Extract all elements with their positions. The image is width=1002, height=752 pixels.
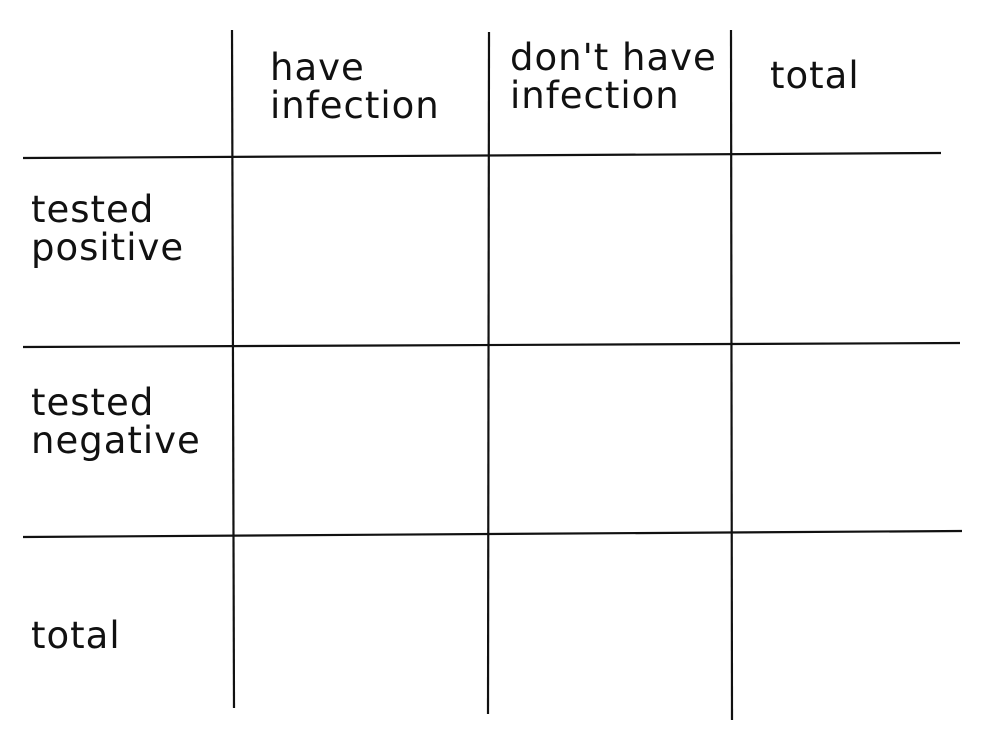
row-divider <box>22 341 961 349</box>
row-divider <box>22 529 963 539</box>
column-divider <box>729 29 734 721</box>
row-header: total <box>31 614 121 657</box>
column-header: infection <box>270 84 440 127</box>
column-header: total <box>770 54 860 97</box>
column-header: don't have <box>510 36 717 79</box>
row-header: positive <box>31 226 184 269</box>
column-header: have <box>270 46 365 89</box>
column-header: infection <box>510 74 680 117</box>
row-header: negative <box>31 419 201 462</box>
column-divider <box>230 29 236 709</box>
row-header: tested <box>31 188 154 231</box>
column-divider <box>486 31 491 715</box>
row-header: tested <box>31 381 154 424</box>
row-divider <box>22 151 942 160</box>
